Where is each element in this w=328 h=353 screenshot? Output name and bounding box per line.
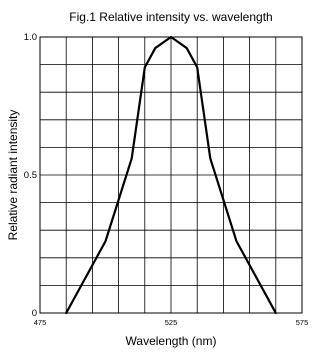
y-tick-label-2: 1.0	[24, 32, 37, 43]
data-point-0-3	[143, 66, 146, 69]
data-point-0-7	[196, 66, 199, 69]
series-group	[65, 35, 277, 315]
y-tick-label-0: 0	[32, 308, 37, 319]
data-point-0-2	[130, 157, 133, 160]
y-axis-label: Relative radiant intensity	[6, 110, 20, 241]
data-point-0-1	[104, 240, 107, 243]
x-tick-label-1: 525	[165, 318, 178, 327]
data-point-0-6	[185, 47, 188, 49]
x-tick-label-2: 575	[296, 318, 309, 327]
y-tick-labels: 0 0.5 1.0	[24, 32, 37, 319]
chart-title: Fig.1 Relative intensity vs. wavelength	[69, 10, 272, 24]
data-point-0-10	[274, 312, 277, 314]
x-axis-label: Wavelength (nm)	[126, 334, 217, 348]
y-tick-label-1: 0.5	[24, 170, 37, 181]
data-point-0-8	[209, 157, 212, 160]
data-point-0-5	[170, 36, 172, 38]
gridlines	[39, 36, 303, 314]
x-tick-label-0: 475	[34, 318, 47, 327]
x-tick-labels: 475 525 575	[34, 318, 309, 327]
data-point-0-4	[154, 47, 157, 49]
data-point-0-9	[235, 240, 238, 243]
data-point-0-0	[65, 312, 68, 314]
